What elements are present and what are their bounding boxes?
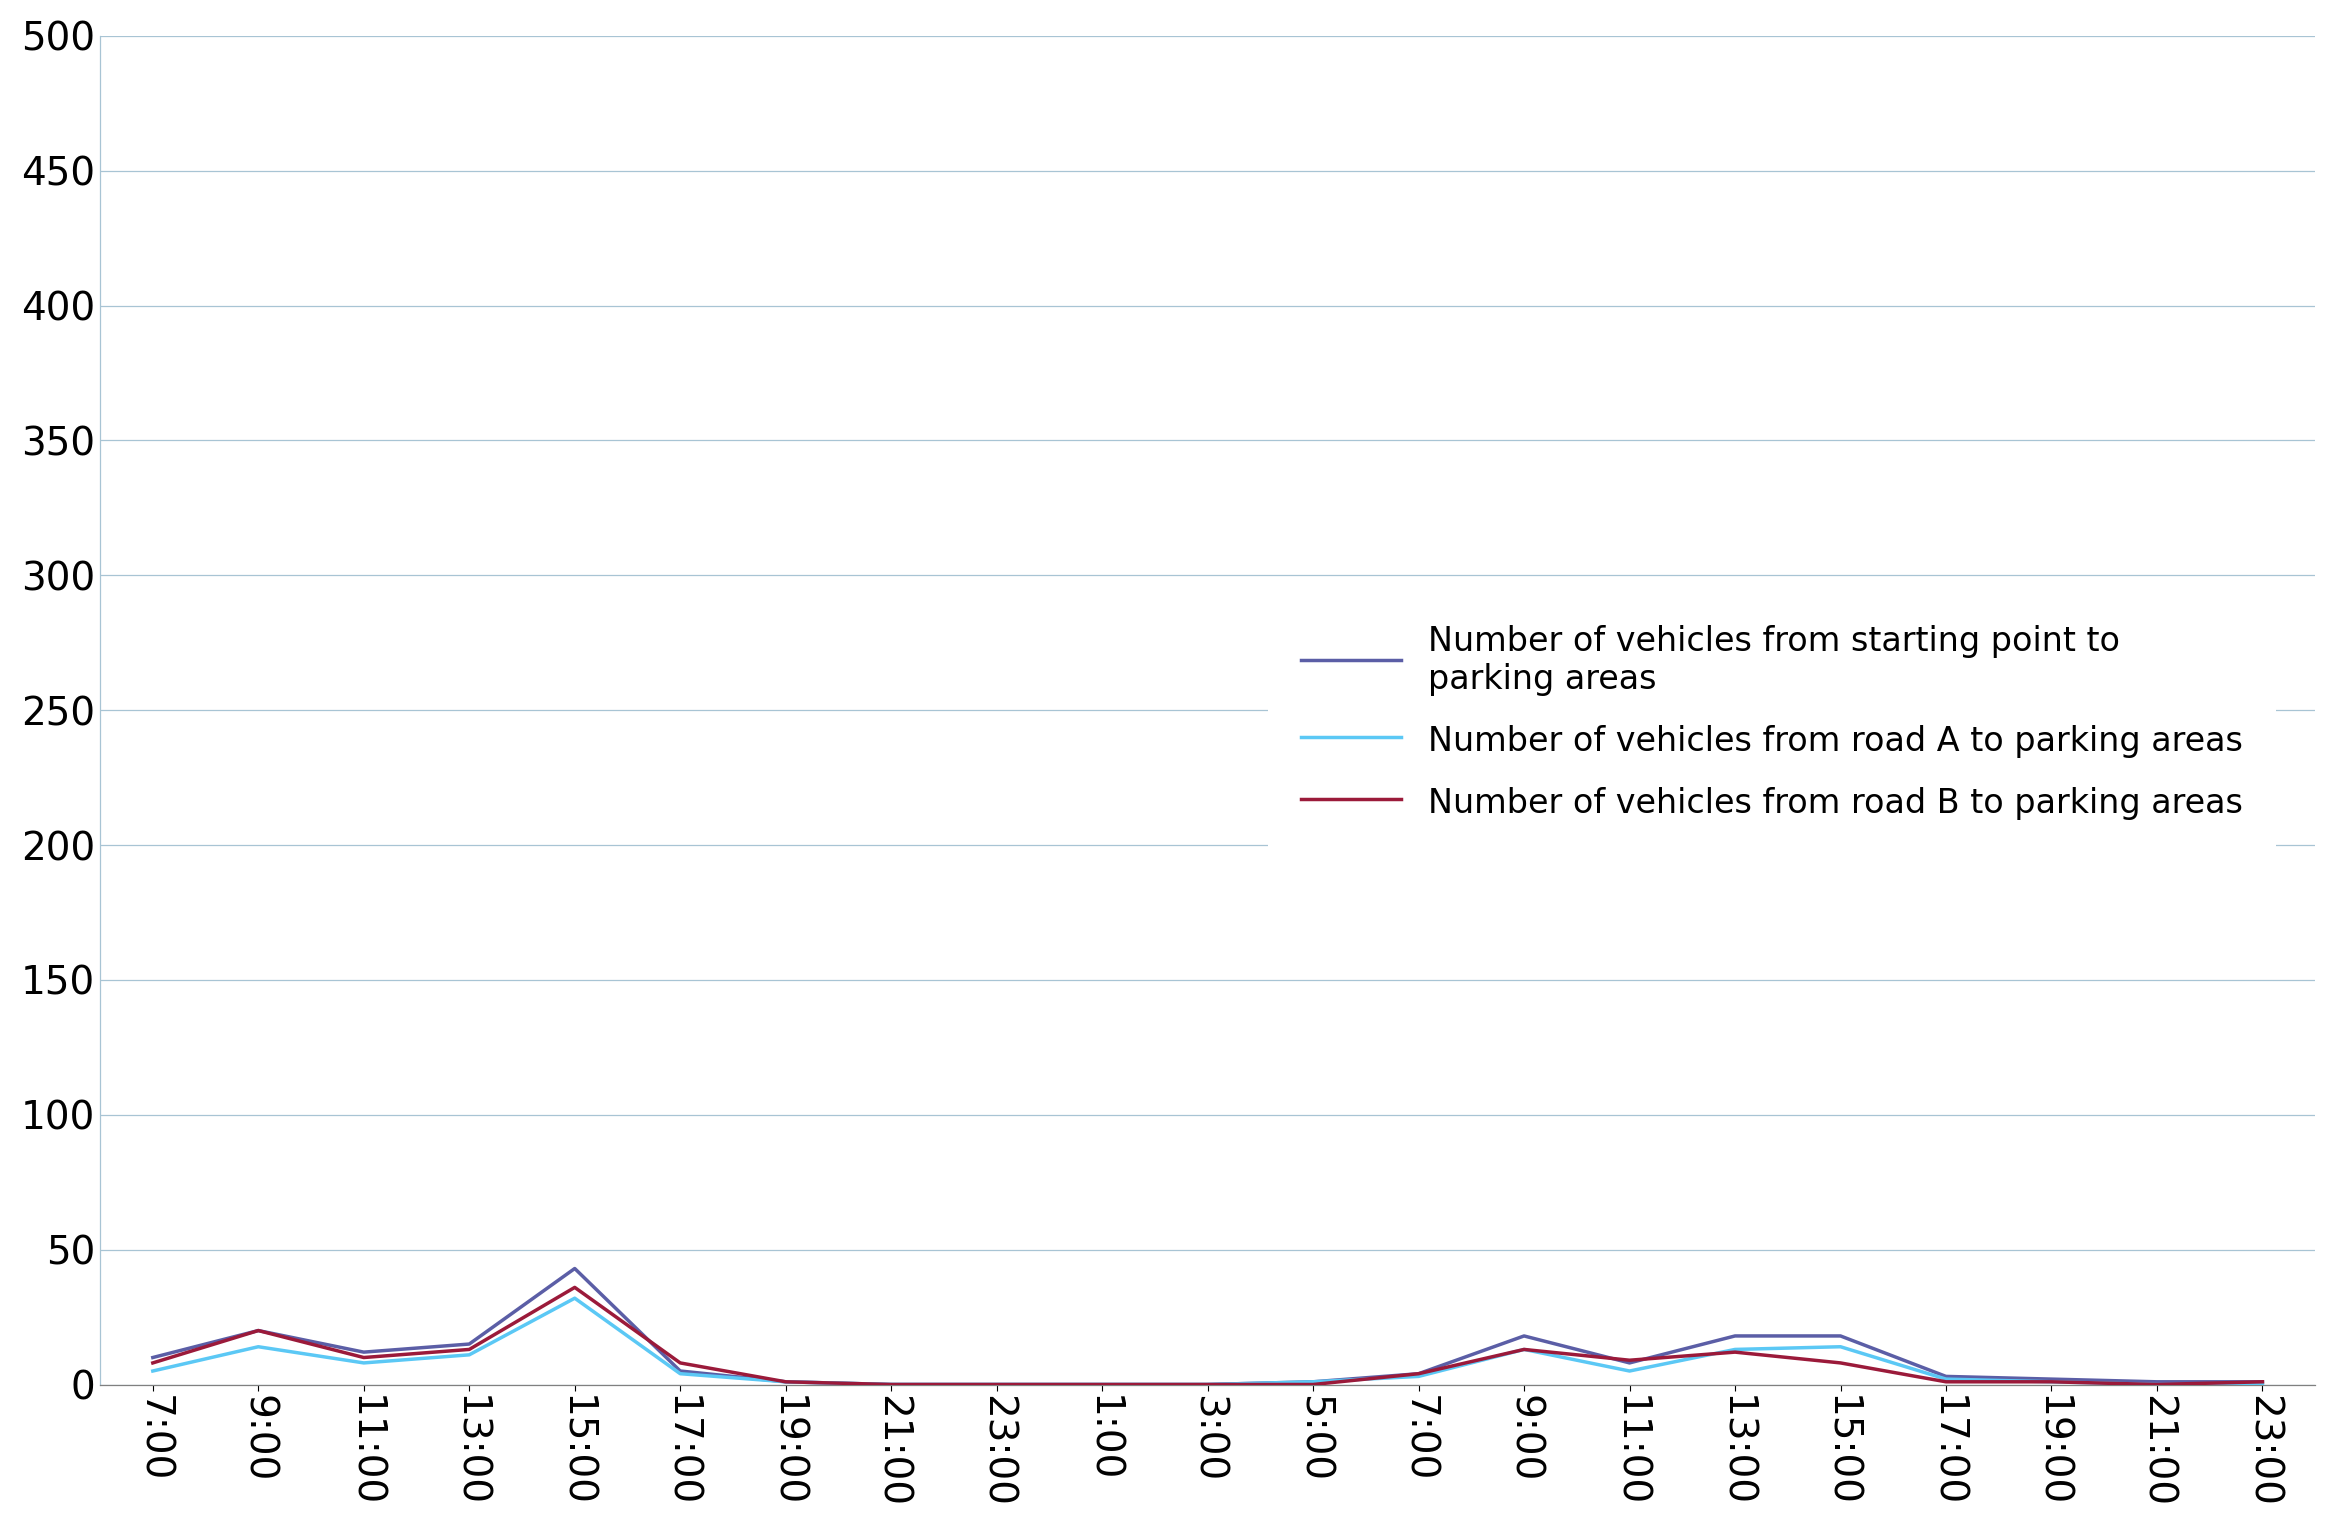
Number of vehicles from road B to parking areas — [138, 1354, 166, 1372]
Number of vehicles from starting point to
parking areas — [666, 1361, 694, 1380]
Number of vehicles from road B to parking areas — [1722, 1343, 1750, 1361]
Number of vehicles from road A to parking areas — [876, 1375, 904, 1394]
Number of vehicles from road B to parking areas — [771, 1372, 799, 1390]
Number of vehicles from starting point to
parking areas — [876, 1375, 904, 1394]
Number of vehicles from road B to parking areas — [1404, 1365, 1432, 1383]
Number of vehicles from road B to parking areas — [245, 1322, 273, 1340]
Number of vehicles from road A to parking areas — [1617, 1361, 1645, 1380]
Number of vehicles from road A to parking areas — [2250, 1375, 2278, 1394]
Number of vehicles from starting point to
parking areas — [983, 1375, 1011, 1394]
Number of vehicles from road A to parking areas — [983, 1375, 1011, 1394]
Number of vehicles from road A to parking areas — [561, 1290, 589, 1308]
Number of vehicles from starting point to
parking areas — [138, 1348, 166, 1366]
Legend: Number of vehicles from starting point to
parking areas, Number of vehicles from: Number of vehicles from starting point t… — [1268, 591, 2275, 854]
Number of vehicles from road A to parking areas — [2142, 1375, 2170, 1394]
Number of vehicles from road B to parking areas — [1299, 1375, 1327, 1394]
Number of vehicles from road B to parking areas — [876, 1375, 904, 1394]
Number of vehicles from road B to parking areas — [1617, 1351, 1645, 1369]
Number of vehicles from road A to parking areas — [1089, 1375, 1117, 1394]
Number of vehicles from road B to parking areas — [561, 1279, 589, 1297]
Number of vehicles from road A to parking areas — [245, 1337, 273, 1355]
Number of vehicles from starting point to
parking areas — [245, 1322, 273, 1340]
Line: Number of vehicles from starting point to
parking areas: Number of vehicles from starting point t… — [152, 1268, 2264, 1384]
Number of vehicles from starting point to
parking areas — [771, 1372, 799, 1390]
Number of vehicles from road A to parking areas — [2037, 1372, 2065, 1390]
Number of vehicles from starting point to
parking areas — [1299, 1372, 1327, 1390]
Number of vehicles from road B to parking areas — [666, 1354, 694, 1372]
Number of vehicles from road B to parking areas — [1194, 1375, 1222, 1394]
Number of vehicles from road B to parking areas — [2037, 1372, 2065, 1390]
Number of vehicles from road A to parking areas — [1827, 1337, 1855, 1355]
Line: Number of vehicles from road A to parking areas: Number of vehicles from road A to parkin… — [152, 1299, 2264, 1384]
Number of vehicles from road A to parking areas — [1404, 1368, 1432, 1386]
Number of vehicles from road B to parking areas — [456, 1340, 484, 1358]
Number of vehicles from road B to parking areas — [2250, 1372, 2278, 1390]
Number of vehicles from starting point to
parking areas — [561, 1259, 589, 1277]
Number of vehicles from starting point to
parking areas — [1404, 1365, 1432, 1383]
Number of vehicles from road B to parking areas — [350, 1348, 378, 1366]
Number of vehicles from starting point to
parking areas — [1509, 1326, 1537, 1345]
Number of vehicles from road A to parking areas — [1509, 1340, 1537, 1358]
Number of vehicles from road A to parking areas — [456, 1346, 484, 1365]
Number of vehicles from road A to parking areas — [1299, 1372, 1327, 1390]
Number of vehicles from starting point to
parking areas — [2142, 1372, 2170, 1390]
Line: Number of vehicles from road B to parking areas: Number of vehicles from road B to parkin… — [152, 1288, 2264, 1384]
Number of vehicles from road A to parking areas — [1194, 1375, 1222, 1394]
Number of vehicles from road B to parking areas — [1827, 1354, 1855, 1372]
Number of vehicles from road B to parking areas — [983, 1375, 1011, 1394]
Number of vehicles from starting point to
parking areas — [1089, 1375, 1117, 1394]
Number of vehicles from starting point to
parking areas — [456, 1335, 484, 1354]
Number of vehicles from starting point to
parking areas — [2250, 1372, 2278, 1390]
Number of vehicles from starting point to
parking areas — [2037, 1371, 2065, 1389]
Number of vehicles from starting point to
parking areas — [1194, 1375, 1222, 1394]
Number of vehicles from road A to parking areas — [350, 1354, 378, 1372]
Number of vehicles from road A to parking areas — [666, 1365, 694, 1383]
Number of vehicles from road A to parking areas — [138, 1361, 166, 1380]
Number of vehicles from road B to parking areas — [1509, 1340, 1537, 1358]
Number of vehicles from road A to parking areas — [1932, 1371, 1960, 1389]
Number of vehicles from road A to parking areas — [771, 1372, 799, 1390]
Number of vehicles from road B to parking areas — [1089, 1375, 1117, 1394]
Number of vehicles from road B to parking areas — [1932, 1372, 1960, 1390]
Number of vehicles from starting point to
parking areas — [1827, 1326, 1855, 1345]
Number of vehicles from starting point to
parking areas — [350, 1343, 378, 1361]
Number of vehicles from road A to parking areas — [1722, 1340, 1750, 1358]
Number of vehicles from starting point to
parking areas — [1617, 1354, 1645, 1372]
Number of vehicles from starting point to
parking areas — [1722, 1326, 1750, 1345]
Number of vehicles from road B to parking areas — [2142, 1375, 2170, 1394]
Number of vehicles from starting point to
parking areas — [1932, 1368, 1960, 1386]
